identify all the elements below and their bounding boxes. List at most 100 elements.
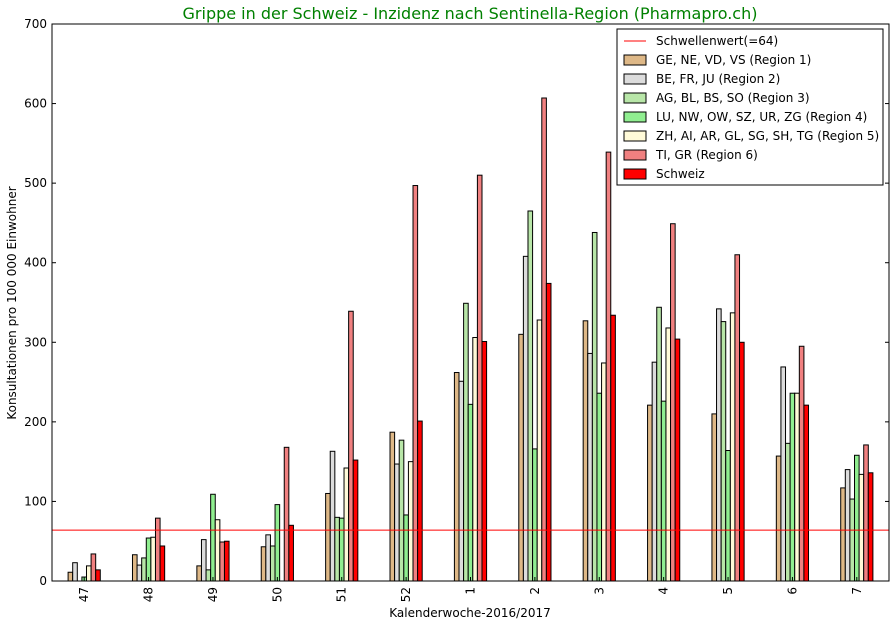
- bar-week-1-series-6: [476, 174, 483, 582]
- legend-threshold-label: Schwellenwert(=64): [656, 34, 778, 48]
- bar-week-2-series-7: [545, 282, 552, 582]
- x-tick-label: 2: [528, 587, 542, 595]
- bar-week-48-series-6: [154, 517, 161, 582]
- bar-week-4-series-4: [660, 400, 667, 582]
- bar-week-52-series-7: [417, 420, 423, 582]
- bar-week-4-series-6: [670, 223, 676, 582]
- x-tick-label: 49: [206, 587, 220, 602]
- bar-week-52-series-5: [407, 461, 414, 582]
- bar-week-52-series-1: [389, 431, 396, 582]
- bar-week-48-series-5: [150, 536, 156, 582]
- legend-swatch-series-2: [623, 73, 647, 85]
- bar-week-7-series-7: [867, 472, 874, 582]
- legend-label-series-6: TI, GR (Region 6): [655, 148, 758, 162]
- bar-week-49-series-7: [223, 540, 230, 582]
- bar-week-3-series-2: [587, 352, 593, 582]
- bar-week-49-series-2: [200, 539, 207, 582]
- bar-week-6-series-7: [803, 404, 810, 582]
- bar-week-48-series-3: [141, 557, 147, 582]
- bar-week-2-series-2: [522, 255, 529, 582]
- bar-week-5-series-2: [716, 308, 722, 582]
- bar-week-5-series-4: [725, 450, 731, 582]
- bar-week-50-series-2: [265, 534, 271, 582]
- bar-week-51-series-2: [329, 450, 336, 582]
- x-tick-label: 1: [464, 587, 478, 595]
- legend-swatch-series-4: [623, 111, 647, 123]
- bar-week-52-series-2: [394, 463, 400, 582]
- y-tick-label: 300: [24, 335, 47, 349]
- bar-week-47-series-1: [67, 571, 74, 582]
- bar-week-47-series-2: [72, 562, 78, 582]
- x-tick-label: 47: [77, 587, 91, 602]
- bar-week-52-series-4: [403, 514, 409, 582]
- legend-box: [616, 28, 884, 186]
- bar-week-50-series-7: [288, 524, 294, 582]
- x-tick-label: 7: [850, 587, 864, 595]
- legend-label-series-7: Schweiz: [656, 167, 705, 181]
- bar-week-51-series-3: [334, 516, 340, 582]
- bar-week-1-series-4: [467, 403, 474, 582]
- bar-week-47-series-7: [95, 569, 101, 582]
- legend: Schwellenwert(=64) GE, NE, VD, VS (Region…: [616, 28, 884, 186]
- x-tick-label: 48: [142, 587, 156, 602]
- bar-week-6-series-5: [794, 392, 800, 582]
- bar-week-49-series-4: [210, 493, 216, 582]
- bar-week-7-series-6: [863, 444, 869, 582]
- bar-week-1-series-2: [458, 380, 465, 582]
- bar-week-5-series-1: [711, 413, 718, 582]
- bar-week-5-series-7: [739, 341, 745, 582]
- bar-week-4-series-3: [656, 306, 662, 582]
- bar-week-3-series-1: [582, 320, 589, 582]
- y-tick-label: 100: [24, 494, 47, 508]
- legend-label-series-2: BE, FR, JU (Region 2): [656, 72, 780, 86]
- bar-week-49-series-5: [214, 519, 221, 582]
- bar-week-50-series-1: [260, 546, 267, 582]
- legend-swatch-series-3: [623, 92, 647, 104]
- bar-week-51-series-7: [352, 459, 359, 582]
- bar-week-5-series-3: [720, 321, 727, 582]
- legend-swatch-series-6: [623, 149, 647, 161]
- y-tick-label: 200: [24, 415, 47, 429]
- bar-week-2-series-5: [536, 319, 543, 582]
- x-tick-label: 3: [592, 587, 606, 595]
- x-tick-label: 5: [721, 587, 735, 595]
- bar-week-48-series-4: [145, 537, 152, 582]
- bar-week-49-series-3: [205, 569, 212, 582]
- bar-week-3-series-6: [605, 151, 612, 582]
- y-tick-label: 400: [24, 256, 47, 270]
- x-axis-label: Kalenderwoche-2016/2017: [389, 606, 550, 620]
- bar-week-7-series-3: [849, 498, 856, 582]
- x-tick-label: 51: [335, 587, 349, 602]
- bar-week-3-series-5: [601, 362, 607, 582]
- bar-week-4-series-2: [651, 361, 658, 582]
- bar-week-1-series-3: [463, 302, 469, 582]
- legend-swatch-series-7: [623, 168, 647, 180]
- bar-week-6-series-1: [775, 455, 782, 582]
- bar-week-1-series-1: [453, 372, 460, 582]
- x-tick-label: 6: [785, 587, 799, 595]
- bar-week-49-series-6: [219, 541, 225, 582]
- bar-week-5-series-5: [729, 312, 736, 582]
- bar-week-7-series-4: [854, 454, 860, 582]
- bar-week-6-series-3: [785, 442, 791, 582]
- y-tick-label: 600: [24, 97, 47, 111]
- bar-week-50-series-6: [283, 446, 290, 582]
- chart-title: Grippe in der Schweiz - Inzidenz nach Se…: [183, 4, 758, 23]
- legend-label-series-5: ZH, AI, AR, GL, SG, SH, TG (Region 5): [656, 129, 879, 143]
- bar-week-6-series-4: [789, 392, 796, 582]
- bar-week-50-series-4: [274, 504, 281, 582]
- y-tick-label: 700: [24, 17, 47, 31]
- bar-week-3-series-3: [591, 231, 598, 582]
- bar-week-52-series-3: [398, 439, 405, 582]
- x-tick-label: 50: [270, 587, 284, 602]
- bar-week-5-series-6: [734, 254, 741, 582]
- bar-week-2-series-4: [532, 448, 538, 582]
- legend-label-series-1: GE, NE, VD, VS (Region 1): [656, 53, 811, 67]
- bar-week-7-series-1: [840, 487, 846, 582]
- legend-label-series-3: AG, BL, BS, SO (Region 3): [656, 91, 810, 105]
- bar-week-4-series-7: [674, 338, 681, 582]
- legend-label-series-4: LU, NW, OW, SZ, UR, ZG (Region 4): [656, 110, 867, 124]
- bar-week-48-series-1: [131, 554, 138, 582]
- bar-week-2-series-6: [541, 97, 547, 582]
